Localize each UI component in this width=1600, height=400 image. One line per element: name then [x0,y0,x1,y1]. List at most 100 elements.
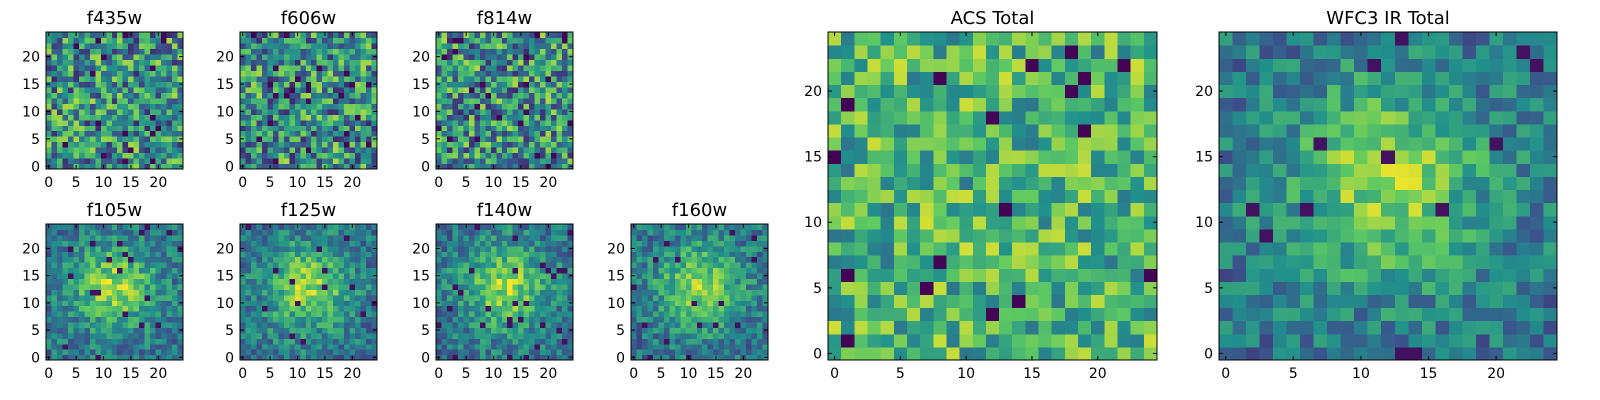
heatmap-cell [46,125,53,132]
heatmap-cell [316,37,323,44]
heatmap-cell [707,240,714,247]
heatmap-cell [144,224,151,231]
heatmap-cell [647,245,654,252]
heatmap-cell [73,70,80,77]
heatmap-cell [355,37,362,44]
heatmap-cell [360,267,367,274]
heatmap-cell [245,229,252,236]
heatmap-cell [289,256,296,263]
heatmap-cell [349,327,356,334]
heatmap-cell [366,163,373,170]
heatmap-cell [133,289,140,296]
heatmap-cell [261,97,268,104]
heatmap-cell [73,229,80,236]
heatmap-cell [144,141,151,148]
heatmap-cell [311,224,318,231]
heatmap-cell [272,92,279,99]
heatmap-cell [62,343,69,350]
heatmap-cell [685,256,692,263]
heatmap-cell [636,300,643,307]
heatmap-cell [751,283,758,290]
heatmap-cell [155,327,162,334]
heatmap-cell [155,48,162,55]
heatmap-cell [567,141,574,148]
heatmap-cell [150,343,157,350]
heatmap-cell [100,48,107,55]
heatmap-cell [507,224,514,231]
heatmap-cell [545,64,552,71]
heatmap-cell [446,321,454,328]
heatmap-cell [985,202,1000,217]
heatmap-cell [128,92,135,99]
heatmap-cell [139,163,146,170]
heatmap-cell [631,283,638,290]
heatmap-cell [707,278,714,285]
heatmap-cell [261,75,268,82]
heatmap-cell [51,32,58,39]
heatmap-cell [501,163,508,170]
heatmap-cell [360,141,367,148]
heatmap-cell [139,300,146,307]
heatmap-cell [707,229,714,236]
heatmap-cell [294,272,301,279]
heatmap-cell [680,300,687,307]
heatmap-cell [366,245,373,252]
heatmap-cell [1078,241,1092,256]
heatmap-cell [545,272,552,279]
heatmap-cell [920,294,934,309]
heatmap-cell [512,305,519,312]
heatmap-cell [479,256,486,263]
heatmap-cell [841,255,855,269]
heatmap-cell [46,240,53,247]
heatmap-cell [100,108,107,115]
heatmap-cell [139,332,146,339]
heatmap-cell [985,307,1000,322]
heatmap-cell [272,240,279,247]
heatmap-cell [463,278,470,285]
heatmap-cell [278,163,285,170]
heatmap-cell [713,283,720,290]
heatmap-cell [702,262,709,269]
heatmap-cell [256,332,263,339]
heatmap-cell [540,343,547,350]
heatmap-cell [636,354,643,361]
heatmap-cell [122,163,129,170]
heatmap-cell [122,349,129,356]
heatmap-cell [436,343,443,350]
heatmap-cell [972,202,987,217]
heatmap-cell [474,343,481,350]
heatmap-cell [250,262,258,269]
heatmap-cell [89,272,96,279]
heatmap-cell [172,86,179,93]
heatmap-cell [278,338,285,345]
heatmap-cell [333,163,340,170]
heatmap-cell [166,278,173,285]
heatmap-cell [1143,307,1158,322]
heatmap-cell [155,311,162,318]
heatmap-cell [479,37,486,44]
heatmap-cell [366,32,373,39]
heatmap-cell [177,283,184,290]
heatmap-cell [702,256,709,263]
heatmap-cell [67,289,74,296]
heatmap-cell [150,332,157,339]
heatmap-cell [545,305,552,312]
heatmap-cell [256,119,263,126]
heatmap-cell [545,97,552,104]
heatmap-cell [729,300,736,307]
heatmap-cell [534,278,541,285]
heatmap-cell [84,32,91,39]
heatmap-cell [441,59,448,66]
heatmap-cell [523,305,530,312]
heatmap-cell [1038,228,1053,243]
heatmap-cell [128,321,135,328]
heatmap-cell [512,75,519,82]
heatmap-cell [166,245,173,252]
heatmap-cell [283,305,290,312]
heatmap-cell [479,305,486,312]
heatmap-cell [95,103,102,110]
heatmap-cell [652,354,659,361]
heatmap-cell [501,311,508,318]
heatmap-cell [534,245,541,252]
